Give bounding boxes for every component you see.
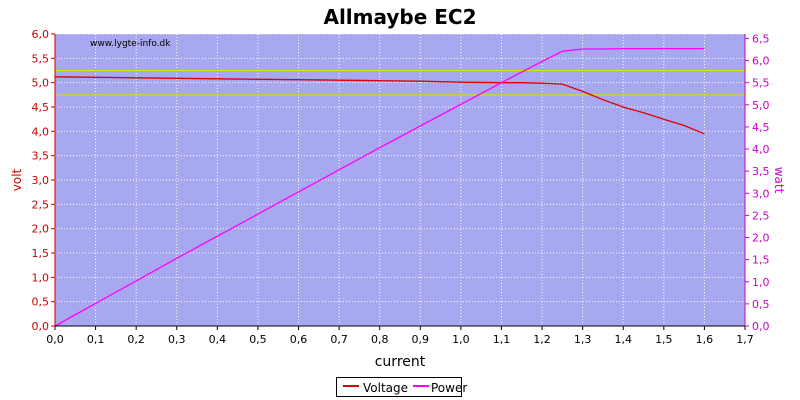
legend: Voltage Power [336,377,467,397]
x-tick-label: 1,0 [452,333,470,346]
y-axis-right-label: watt [772,167,786,194]
y-left-tick-label: 4,5 [32,101,50,114]
y-right-tick-label: 3,5 [752,165,770,178]
y-right-tick-label: 1,5 [752,254,770,267]
legend-label-voltage: Voltage [363,381,409,395]
x-tick-label: 0,5 [249,333,267,346]
chart-title: Allmaybe EC2 [323,5,476,29]
y-right-tick-label: 2,0 [752,232,770,245]
tick-labels: 0,0 0,1 0,2 0,3 0,4 0,5 0,6 0,7 0,8 0,9 1,0 1,1 1,2 1… [32,28,770,346]
y-right-tick-label: 5,5 [752,77,770,90]
legend-swatch-power [413,385,429,387]
x-tick-label: 0,6 [290,333,308,346]
x-tick-label: 0,4 [209,333,227,346]
y-right-tick-label: 4,0 [752,143,770,156]
x-tick-label: 0,7 [330,333,348,346]
y-right-tick-label: 0,0 [752,320,770,333]
y-left-tick-label: 3,5 [32,150,50,163]
axes [51,33,749,330]
x-tick-label: 1,4 [614,333,632,346]
x-tick-label: 1,7 [736,333,754,346]
x-tick-label: 1,6 [696,333,714,346]
y-left-tick-label: 1,5 [32,247,50,260]
y-left-tick-label: 2,0 [32,223,50,236]
x-tick-label: 1,3 [574,333,592,346]
series-layer [54,47,705,327]
y-right-tick-label: 6,5 [752,32,770,45]
x-tick-label: 1,2 [533,333,551,346]
y-left-tick-label: 3,0 [32,174,50,187]
y-right-tick-label: 5,0 [752,99,770,112]
x-tick-label: 0,8 [371,333,389,346]
x-tick-label: 1,1 [493,333,511,346]
y-left-tick-label: 0,0 [32,320,50,333]
x-tick-label: 1,5 [655,333,673,346]
y-left-tick-label: 1,0 [32,271,50,284]
y-left-tick-label: 5,0 [32,77,50,90]
y-right-tick-label: 1,0 [752,276,770,289]
x-tick-label: 0,0 [46,333,64,346]
x-tick-label: 0,1 [87,333,105,346]
series-line-voltage [54,76,705,135]
y-axis-left-label: volt [10,168,24,191]
y-right-tick-label: 6,0 [752,55,770,68]
legend-label-power: Power [431,381,468,395]
y-right-tick-label: 0,5 [752,298,770,311]
y-left-tick-label: 5,5 [32,52,50,65]
x-tick-label: 0,2 [127,333,145,346]
x-tick-label: 0,3 [168,333,186,346]
y-left-tick-label: 6,0 [32,28,50,41]
watermark: www.lygte-info.dk [90,39,171,49]
reference-lines [55,70,745,96]
y-right-tick-label: 4,5 [752,121,770,134]
y-right-tick-label: 3,0 [752,187,770,200]
y-left-tick-label: 2,5 [32,198,50,211]
legend-swatch-voltage [343,385,359,387]
y-left-tick-label: 0,5 [32,296,50,309]
y-left-tick-label: 4,0 [32,125,50,138]
y-right-tick-label: 2,5 [752,209,770,222]
x-tick-label: 0,9 [412,333,430,346]
x-axis-label: current [375,354,426,370]
series-line-power [54,47,705,327]
